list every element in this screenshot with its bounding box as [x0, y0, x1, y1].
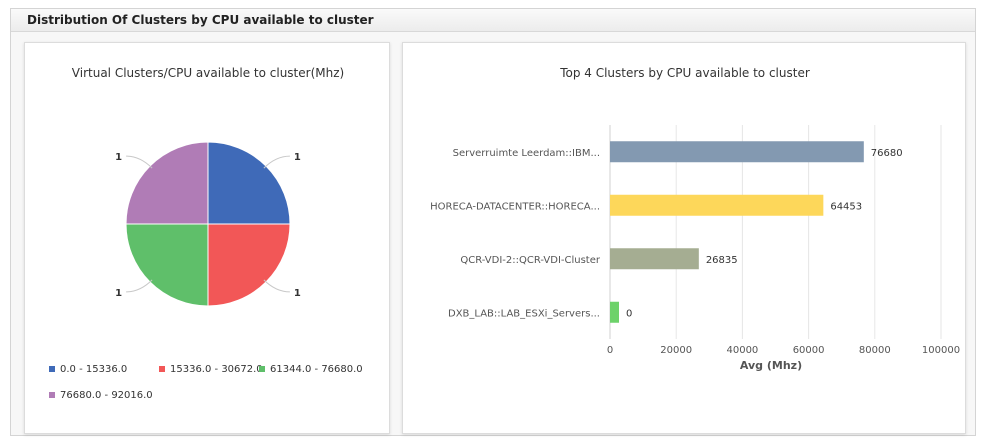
- pie-slice[interactable]: [207, 141, 291, 225]
- bar-value-label: 26835: [706, 255, 738, 266]
- bar-category-label: HORECA-DATACENTER::HORECA...: [430, 201, 600, 212]
- pie-legend-item[interactable]: 15336.0 - 30672.0: [159, 364, 263, 375]
- x-tick-label: 100000: [922, 345, 960, 356]
- pie-legend: 0.0 - 15336.0 15336.0 - 30672.0 61344.0 - …: [49, 364, 363, 401]
- legend-label: 15336.0 - 30672.0: [170, 364, 263, 375]
- x-tick-label: 0: [607, 345, 613, 356]
- bar-marks: 76680 64453 26835 0: [610, 141, 903, 323]
- legend-swatch: [159, 366, 165, 372]
- bar-chart-panel: Top 4 Clusters by CPU available to clust…: [402, 42, 966, 434]
- legend-label: 76680.0 - 92016.0: [60, 390, 153, 401]
- pie-value-label: 1: [294, 152, 301, 163]
- pie-chart-panel: Virtual Clusters/CPU available to cluste…: [24, 42, 390, 434]
- pie-legend-item[interactable]: 0.0 - 15336.0: [49, 364, 127, 375]
- pie-value-label: 1: [115, 288, 122, 299]
- pie-value-labels: 1 1 1 1: [115, 152, 301, 299]
- pie-slice[interactable]: [125, 223, 209, 307]
- legend-swatch: [259, 366, 265, 372]
- x-tick-label: 60000: [793, 345, 825, 356]
- x-tick-label: 80000: [859, 345, 891, 356]
- pie-chart: Virtual Clusters/CPU available to cluste…: [49, 66, 363, 401]
- bar-value-label: 0: [626, 308, 632, 319]
- widget-header: Distribution Of Clusters by CPU availabl…: [11, 9, 975, 32]
- pie-value-label: 1: [294, 288, 301, 299]
- bar[interactable]: [610, 194, 824, 216]
- pie-slice[interactable]: [125, 141, 209, 225]
- pie-slice[interactable]: [207, 223, 291, 307]
- legend-label: 61344.0 - 76680.0: [270, 364, 363, 375]
- bar-category-labels: Serverruimte Leerdam::IBM...HORECA-DATAC…: [430, 148, 601, 320]
- pie-legend-item[interactable]: 61344.0 - 76680.0: [259, 364, 363, 375]
- x-tick-label: 40000: [726, 345, 758, 356]
- pie-label-connector: [126, 155, 153, 169]
- pie-value-label: 1: [115, 152, 122, 163]
- bar[interactable]: [610, 301, 619, 323]
- x-tick-label: 20000: [660, 345, 692, 356]
- pie-slices: [125, 141, 291, 307]
- pie-label-connector: [126, 279, 153, 293]
- bar-tick-labels: 0 20000 40000 60000 80000 100000: [607, 345, 960, 356]
- pie-legend-item[interactable]: 76680.0 - 92016.0: [49, 390, 153, 401]
- pie-label-connector: [263, 155, 290, 169]
- bar[interactable]: [610, 141, 864, 163]
- bar-chart-title: Top 4 Clusters by CPU available to clust…: [559, 66, 810, 80]
- bar-value-label: 76680: [871, 148, 903, 159]
- cpu-distribution-widget: Distribution Of Clusters by CPU availabl…: [10, 8, 976, 436]
- bar[interactable]: [610, 248, 699, 270]
- bar-x-axis-label: Avg (Mhz): [740, 359, 802, 372]
- bar-category-label: Serverruimte Leerdam::IBM...: [453, 148, 600, 159]
- bar-category-label: QCR-VDI-2::QCR-VDI-Cluster: [460, 255, 601, 266]
- pie-chart-title: Virtual Clusters/CPU available to cluste…: [72, 66, 344, 80]
- widget-title: Distribution Of Clusters by CPU availabl…: [27, 13, 374, 27]
- legend-swatch: [49, 366, 55, 372]
- legend-label: 0.0 - 15336.0: [60, 364, 127, 375]
- pie-label-connector: [263, 279, 290, 293]
- bar-chart: Top 4 Clusters by CPU available to clust…: [430, 66, 960, 372]
- bar-value-label: 64453: [830, 201, 862, 212]
- bar-category-label: DXB_LAB::LAB_ESXi_Servers...: [448, 308, 600, 319]
- legend-swatch: [49, 392, 55, 398]
